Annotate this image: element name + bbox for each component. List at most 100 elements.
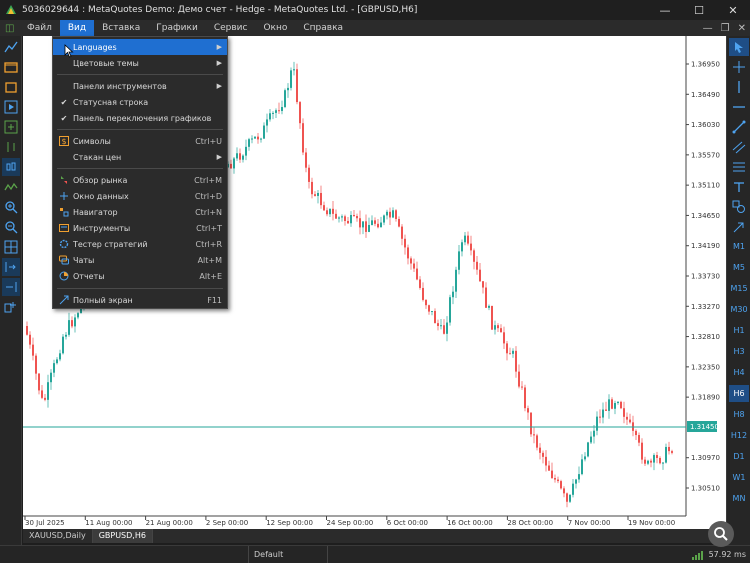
candle-body	[80, 305, 82, 314]
timeframe-m5[interactable]: M5	[733, 263, 745, 272]
arrow-tool[interactable]	[729, 218, 749, 236]
candle-body	[62, 336, 64, 354]
menu-view[interactable]: Вид	[59, 20, 95, 36]
fibonacci-icon	[733, 162, 745, 172]
child-close-icon[interactable]: ✕	[737, 22, 746, 34]
candle-body	[50, 372, 52, 383]
timeframe-h12[interactable]: H12	[730, 431, 748, 440]
crosshair-tool[interactable]	[729, 58, 749, 76]
window-controls: — ☐ ✕	[648, 0, 750, 20]
menu-item-status-bar[interactable]: ✔ Статусная строка	[53, 94, 227, 110]
candlestick-button[interactable]	[2, 158, 20, 176]
timeframe-m30[interactable]: M30	[730, 305, 748, 314]
status-connection[interactable]: 57.92 ms	[691, 546, 746, 563]
menu-item-toolbox[interactable]: Инструменты Ctrl+T	[53, 220, 227, 236]
timeframe-w1[interactable]: W1	[732, 473, 746, 482]
menu-item-full-screen[interactable]: Полный экран F11	[53, 292, 227, 308]
menu-item-reports[interactable]: Отчеты Alt+E	[53, 268, 227, 284]
shapes-tool[interactable]	[729, 198, 749, 216]
text-tool[interactable]	[729, 178, 749, 196]
child-restore-icon[interactable]: ❐	[720, 22, 730, 34]
date-tick-label: 19 Nov 00:00	[628, 519, 675, 527]
menu-insert[interactable]: Вставка	[102, 23, 141, 33]
tester-icon	[56, 239, 72, 249]
bar-chart-button[interactable]	[2, 138, 20, 156]
timeframe-h4[interactable]: H4	[733, 368, 745, 377]
menu-item-symbols[interactable]: $ Символы Ctrl+U	[53, 133, 227, 149]
minimize-button[interactable]: —	[659, 3, 671, 17]
templates-button[interactable]	[2, 298, 20, 316]
mdi-window-icon[interactable]: ◫	[5, 22, 15, 34]
autoscroll-button[interactable]	[2, 258, 20, 276]
candle-body	[347, 220, 349, 224]
chart-shift-button[interactable]	[2, 278, 20, 296]
close-button[interactable]: ✕	[728, 3, 738, 17]
menu-item-shortcut: Ctrl+R	[195, 239, 223, 249]
vertical-line-tool[interactable]	[729, 78, 749, 96]
timeframe-h8[interactable]: H8	[733, 410, 745, 419]
candlestick-chart[interactable]: 1.36950 1.36490 1.36030 1.35570 1.35110 1.346…	[23, 36, 726, 529]
trendline-tool[interactable]	[729, 118, 749, 136]
candle-body	[353, 215, 355, 217]
menu-item-strategy-tester[interactable]: Тестер стратегий Ctrl+R	[53, 236, 227, 252]
timeframe-h1[interactable]: H1	[733, 326, 745, 335]
fibonacci-tool[interactable]	[729, 158, 749, 176]
menu-item-toolbars[interactable]: Панели инструментов ▶	[53, 78, 227, 94]
status-profile[interactable]: Default	[248, 546, 328, 563]
candle-body	[47, 382, 49, 400]
candle-body	[323, 205, 325, 211]
new-chart-button[interactable]	[2, 38, 20, 56]
child-minimize-icon[interactable]: —	[702, 22, 713, 34]
zoom-in-button[interactable]	[2, 198, 20, 216]
line-chart-button[interactable]	[2, 178, 20, 196]
timeframe-m1[interactable]: M1	[733, 242, 745, 251]
candle-body	[572, 483, 574, 495]
menu-item-color-themes[interactable]: Цветовые темы ▶	[53, 55, 227, 71]
menu-item-market-watch[interactable]: Обзор рынка Ctrl+M	[53, 172, 227, 188]
menu-item-label: Навигатор	[73, 207, 118, 217]
candle-body	[77, 313, 79, 318]
timeframe-h3[interactable]: H3	[733, 347, 745, 356]
algo-trading-button[interactable]	[2, 98, 20, 116]
candle-body	[32, 344, 34, 356]
channel-tool[interactable]	[729, 138, 749, 156]
menu-file[interactable]: Файл	[27, 23, 52, 33]
price-tick-label: 1.36030	[691, 121, 720, 129]
candle-body	[422, 287, 424, 300]
menu-item-chats[interactable]: Чаты Alt+M	[53, 252, 227, 268]
candle-body	[491, 305, 493, 330]
candle-body	[365, 221, 367, 232]
candle-body	[335, 213, 337, 219]
menu-item-data-window[interactable]: Окно данных Ctrl+D	[53, 188, 227, 204]
maximize-button[interactable]: ☐	[694, 3, 704, 17]
candle-body	[596, 416, 598, 431]
horizontal-line-tool[interactable]	[729, 98, 749, 116]
tab-xauusd-daily[interactable]: XAUUSD,Daily	[23, 529, 93, 543]
zoom-out-button[interactable]	[2, 218, 20, 236]
timeframe-mn[interactable]: MN	[732, 494, 746, 503]
timeframe-h6[interactable]: H6	[729, 385, 749, 402]
date-tick-label: 21 Aug 00:00	[146, 519, 193, 527]
menu-item-languages[interactable]: Languages ▶	[53, 39, 227, 55]
market-button[interactable]	[2, 78, 20, 96]
profiles-button[interactable]	[2, 58, 20, 76]
new-order-button[interactable]	[2, 118, 20, 136]
candle-body	[74, 317, 76, 327]
menu-window[interactable]: Окно	[263, 23, 288, 33]
menu-charts[interactable]: Графики	[156, 23, 198, 33]
date-tick-label: 24 Sep 00:00	[327, 519, 374, 527]
menu-item-navigator[interactable]: Навигатор Ctrl+N	[53, 204, 227, 220]
tile-windows-button[interactable]	[2, 238, 20, 256]
price-tick-label: 1.30510	[691, 485, 720, 493]
menu-item-depth-of-market[interactable]: Стакан цен ▶	[53, 149, 227, 165]
magnifier-button[interactable]	[708, 521, 734, 547]
menu-item-chart-tabs[interactable]: ✔ Панель переключения графиков	[53, 110, 227, 126]
candle-body	[617, 401, 619, 404]
timeframe-m15[interactable]: M15	[730, 284, 748, 293]
menu-help[interactable]: Справка	[303, 23, 344, 33]
tab-gbpusd-h6[interactable]: GBPUSD,H6	[92, 529, 153, 543]
menu-tools[interactable]: Сервис	[213, 23, 248, 33]
timeframe-d1[interactable]: D1	[733, 452, 745, 461]
candle-body	[536, 435, 538, 448]
cursor-tool[interactable]	[729, 38, 749, 56]
